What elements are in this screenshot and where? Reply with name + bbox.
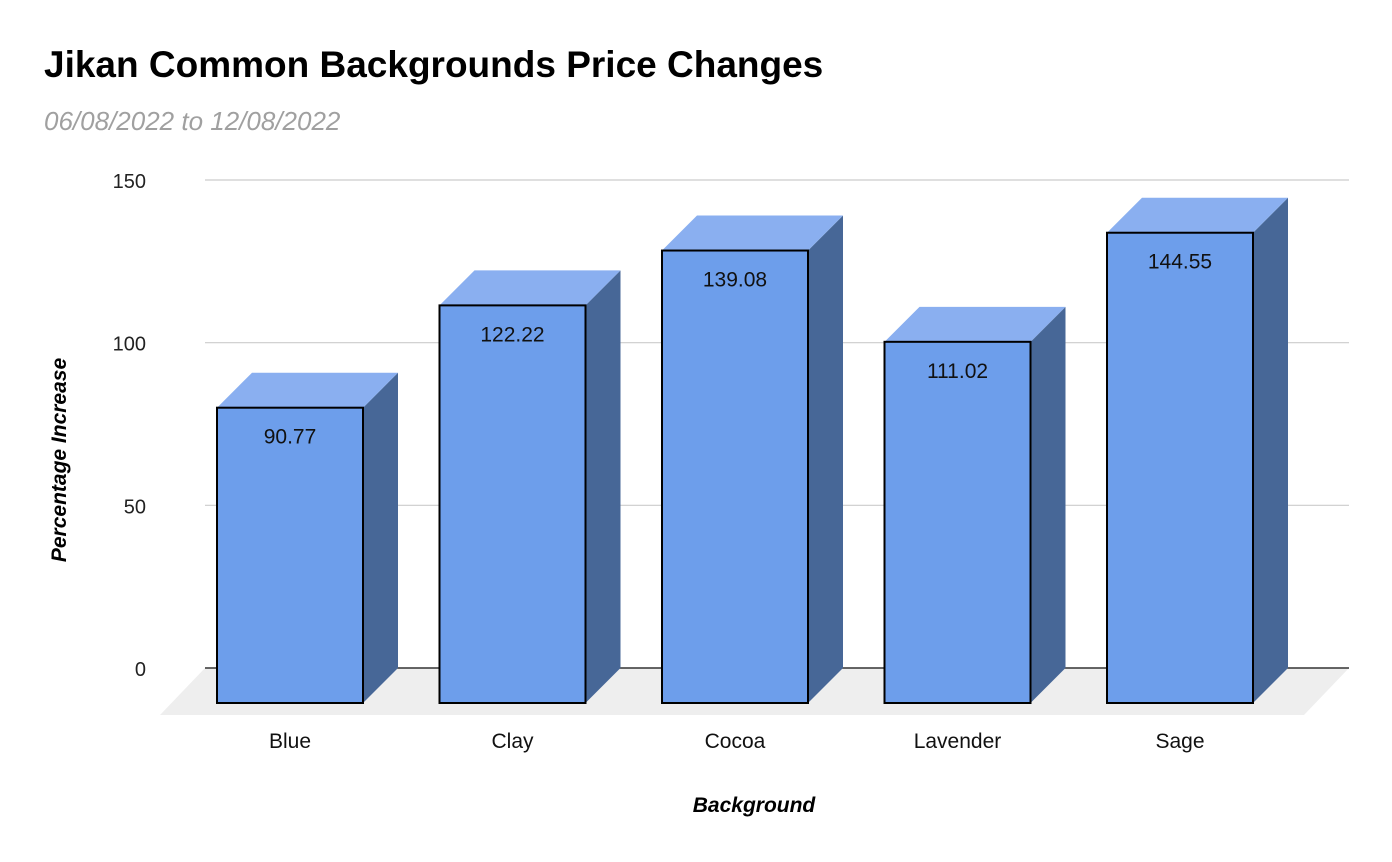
chart-title: Jikan Common Backgrounds Price Changes xyxy=(44,44,824,85)
data-label: 111.02 xyxy=(927,360,988,383)
bar-top-face xyxy=(217,372,398,408)
y-tick-label: 100 xyxy=(113,334,146,356)
x-tick-label: Sage xyxy=(1155,730,1204,753)
bar-front-face xyxy=(883,340,1032,704)
bar-top-face xyxy=(662,215,843,251)
bar-front-face xyxy=(1106,231,1254,705)
bar-side-face xyxy=(363,372,398,703)
bar-side-face xyxy=(585,270,621,703)
bar-front-face xyxy=(216,406,364,704)
chart-subtitle: 06/08/2022 to 12/08/2022 xyxy=(44,106,341,136)
y-tick-label: 150 xyxy=(113,171,146,193)
bar-top-face xyxy=(439,270,621,306)
bar-side-face xyxy=(1030,306,1066,703)
data-label: 122.22 xyxy=(480,323,544,346)
x-tick-label: Lavender xyxy=(914,730,1002,753)
y-tick-label: 0 xyxy=(135,659,146,681)
bar: 144.55 xyxy=(1106,197,1288,705)
data-label: 139.08 xyxy=(703,269,767,292)
y-axis-label: Percentage Increase xyxy=(48,358,71,563)
bar-front-face xyxy=(661,249,809,704)
bar-front-face xyxy=(438,304,587,704)
bar-side-face xyxy=(1253,197,1288,704)
bar: 122.22 xyxy=(438,270,621,704)
data-label: 144.55 xyxy=(1148,251,1212,274)
y-tick-label: 50 xyxy=(124,496,146,518)
x-tick-label: Clay xyxy=(491,730,534,753)
x-tick-label: Cocoa xyxy=(705,730,766,753)
bar-top-face xyxy=(884,306,1066,342)
x-tick-label: Blue xyxy=(269,730,311,753)
bar: 90.77 xyxy=(216,372,398,704)
x-axis-label: Background xyxy=(693,794,817,817)
bar-side-face xyxy=(808,215,843,703)
bar: 139.08 xyxy=(661,215,843,704)
bar-top-face xyxy=(1107,197,1288,233)
bar: 111.02 xyxy=(883,306,1066,704)
data-label: 90.77 xyxy=(264,426,317,449)
